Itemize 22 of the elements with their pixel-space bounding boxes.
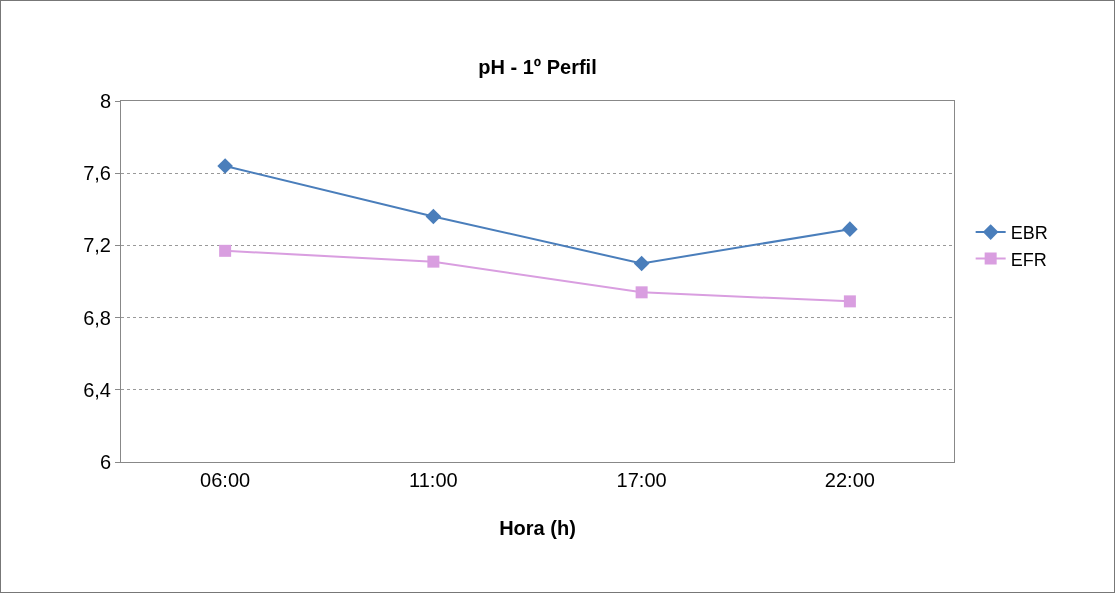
point: [635, 286, 648, 299]
x-tick-label: 17:00: [616, 469, 667, 491]
x-axis-title: Hora (h): [499, 516, 576, 539]
point: [843, 295, 856, 308]
y-tick-label: 6,8: [83, 306, 111, 329]
chart-title: pH - 1º Perfil: [478, 56, 597, 79]
point: [633, 255, 650, 272]
y-tick-label: 8: [99, 90, 111, 112]
point: [842, 221, 858, 237]
y-tick-label: 7,2: [83, 234, 111, 257]
point: [217, 158, 233, 174]
x-tick-label: 11:00: [409, 469, 458, 491]
x-tick-label: 06:00: [200, 469, 251, 491]
y-tick-label: 7,6: [83, 162, 111, 185]
legend-label: EBR: [1010, 223, 1048, 244]
y-tick-label: 6,4: [83, 378, 111, 401]
y-tick-label: 6: [99, 451, 111, 473]
legend-label: EFR: [1010, 249, 1047, 270]
point: [425, 208, 442, 225]
x-tick-label: 22:00: [824, 469, 875, 491]
point: [219, 244, 232, 257]
point: [427, 255, 440, 268]
